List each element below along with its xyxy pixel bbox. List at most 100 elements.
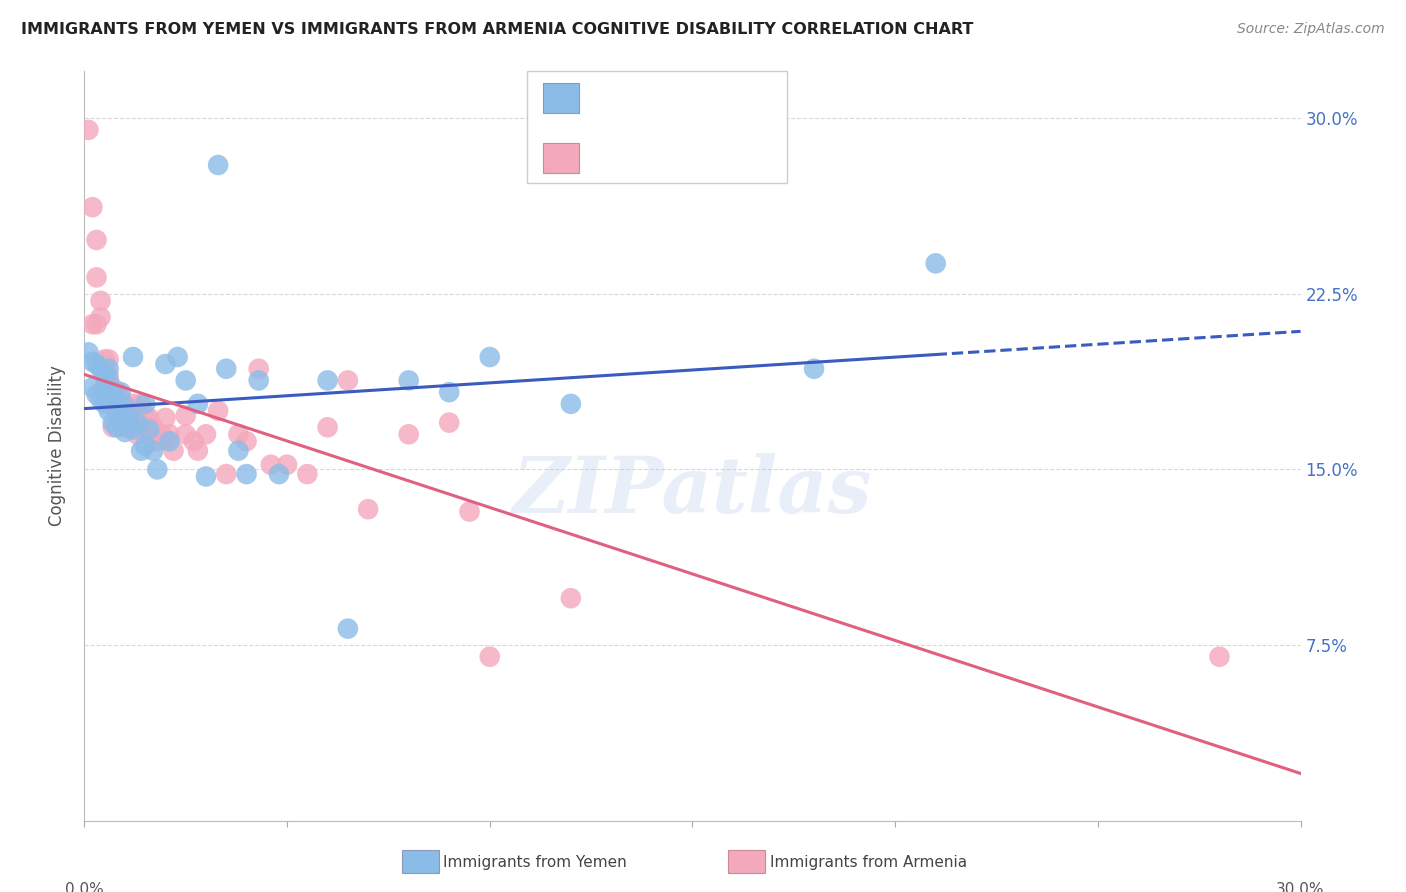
Point [82, 380, 104, 394]
Point [560, 397, 582, 411]
Point [93, 397, 115, 411]
Point [129, 443, 152, 458]
Point [114, 425, 136, 439]
Point [122, 350, 145, 364]
Point [90, 361, 112, 376]
Point [134, 409, 156, 423]
Point [114, 397, 136, 411]
Point [159, 434, 181, 449]
Point [336, 622, 359, 636]
Point [105, 404, 128, 418]
Point [122, 416, 145, 430]
Point [228, 443, 250, 458]
Text: N =: N = [676, 91, 720, 105]
Point [82, 318, 104, 332]
Point [134, 439, 156, 453]
Point [93, 380, 115, 394]
Point [114, 420, 136, 434]
Point [1208, 649, 1230, 664]
Text: 0.042: 0.042 [621, 91, 669, 105]
Point [125, 427, 148, 442]
Point [90, 310, 112, 325]
Point [86, 387, 108, 401]
Point [118, 404, 141, 418]
Point [142, 420, 165, 434]
Point [101, 387, 124, 401]
Point [267, 467, 290, 482]
Point [398, 374, 420, 388]
Point [138, 411, 160, 425]
Point [260, 458, 283, 472]
Point [101, 397, 124, 411]
Text: R =: R = [585, 91, 619, 105]
Point [247, 361, 270, 376]
Point [101, 416, 124, 430]
Point [93, 368, 115, 383]
Point [86, 233, 108, 247]
Point [97, 374, 120, 388]
Point [187, 443, 209, 458]
Text: IMMIGRANTS FROM YEMEN VS IMMIGRANTS FROM ARMENIA COGNITIVE DISABILITY CORRELATIO: IMMIGRANTS FROM YEMEN VS IMMIGRANTS FROM… [21, 22, 973, 37]
Point [146, 462, 169, 476]
Point [129, 397, 152, 411]
Point [125, 416, 148, 430]
Point [125, 411, 148, 425]
Point [82, 355, 104, 369]
Point [183, 434, 205, 449]
Point [357, 502, 380, 516]
Point [97, 352, 120, 367]
Point [105, 385, 128, 400]
Point [215, 467, 238, 482]
Point [398, 427, 420, 442]
Point [134, 427, 156, 442]
Point [174, 374, 197, 388]
Point [138, 427, 160, 442]
Point [478, 350, 501, 364]
Text: R =: R = [585, 151, 619, 165]
Point [97, 361, 120, 376]
Point [82, 200, 104, 214]
Point [97, 368, 120, 383]
Text: 64: 64 [721, 151, 742, 165]
Point [560, 591, 582, 606]
Point [187, 397, 209, 411]
Point [110, 413, 132, 427]
Point [150, 427, 173, 442]
Point [97, 404, 120, 418]
Point [194, 469, 218, 483]
Point [90, 392, 112, 407]
Point [159, 427, 181, 442]
Point [101, 420, 124, 434]
Point [478, 649, 501, 664]
Point [138, 423, 160, 437]
Point [105, 420, 128, 434]
Point [110, 385, 132, 400]
Y-axis label: Cognitive Disability: Cognitive Disability [48, 366, 66, 526]
Text: Source: ZipAtlas.com: Source: ZipAtlas.com [1237, 22, 1385, 37]
Point [235, 467, 257, 482]
Point [235, 434, 257, 449]
Point [155, 357, 177, 371]
Point [925, 256, 948, 270]
Text: 30.0%: 30.0% [1277, 881, 1324, 892]
Point [162, 443, 184, 458]
Point [77, 123, 100, 137]
Point [93, 352, 115, 367]
Point [247, 374, 270, 388]
Text: Immigrants from Yemen: Immigrants from Yemen [443, 855, 627, 870]
Point [803, 361, 825, 376]
Point [142, 443, 165, 458]
Point [118, 420, 141, 434]
Point [86, 270, 108, 285]
Point [439, 416, 461, 430]
Text: 0.0%: 0.0% [65, 881, 104, 892]
Point [174, 409, 197, 423]
Point [86, 318, 108, 332]
Point [155, 411, 177, 425]
Point [155, 432, 177, 446]
Point [101, 380, 124, 394]
Point [228, 427, 250, 442]
Text: -0.134: -0.134 [621, 151, 676, 165]
Point [316, 420, 339, 434]
Text: 51: 51 [721, 91, 742, 105]
